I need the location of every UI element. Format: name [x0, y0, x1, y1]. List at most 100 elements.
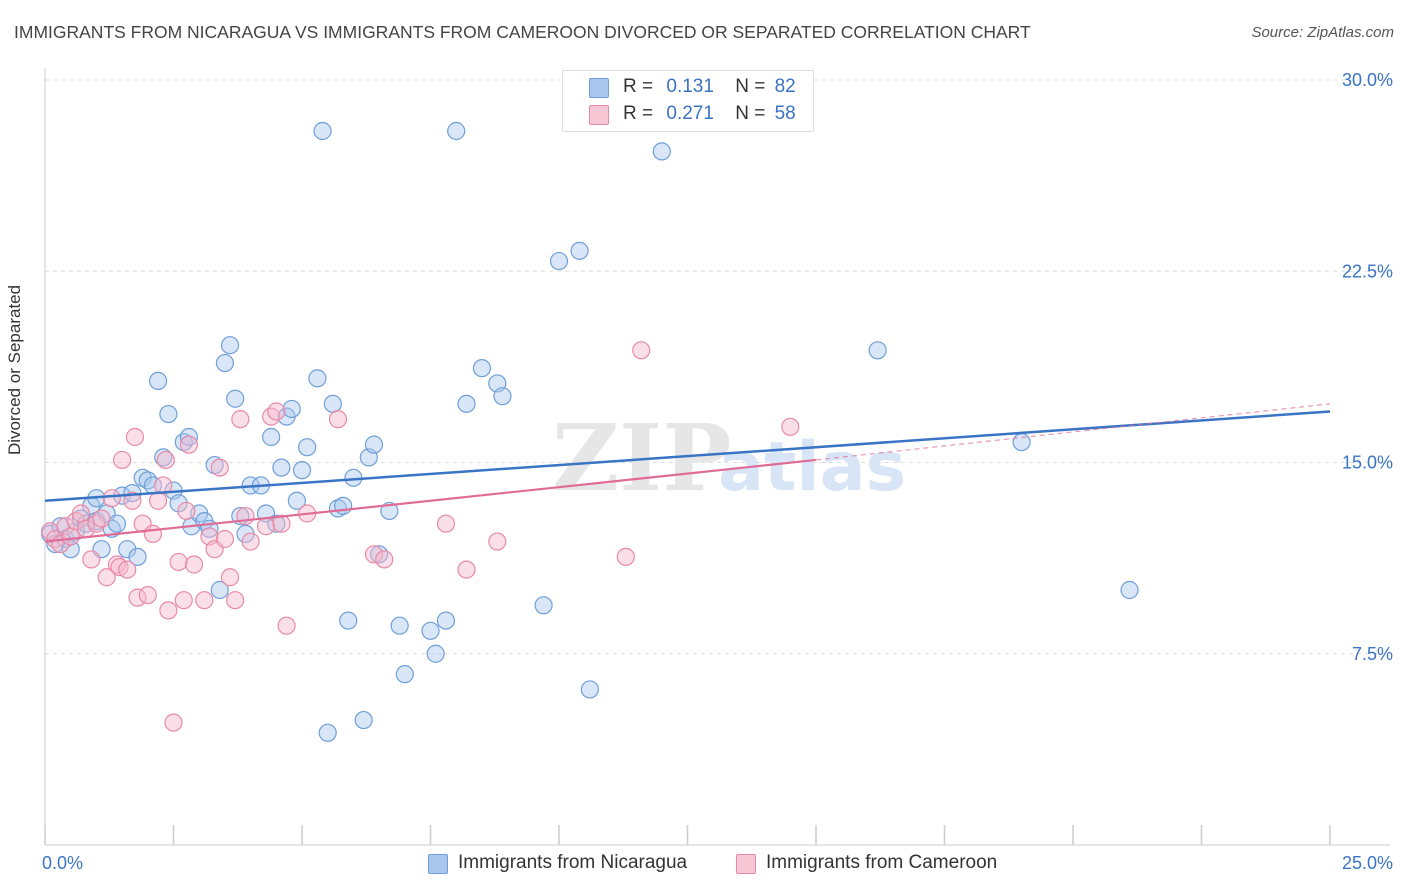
data-point [87, 514, 106, 533]
legend-text: R = 0.271 N = 58 [623, 103, 796, 125]
data-point [154, 476, 173, 495]
data-point [82, 550, 101, 569]
data-point [298, 438, 317, 457]
data-point [169, 552, 188, 572]
data-point [220, 336, 240, 355]
data-point [277, 616, 296, 635]
bottom-legend-label: Immigrants from Cameroon [766, 852, 998, 873]
data-point [133, 468, 152, 487]
trend-lines [44, 403, 1331, 543]
legend-text: R = 0.131 N = 82 [623, 76, 796, 98]
data-point [256, 517, 276, 536]
data-point [267, 402, 286, 421]
data-point [215, 353, 234, 373]
data-point [231, 410, 250, 429]
data-point [493, 387, 512, 406]
data-point [174, 433, 193, 452]
data-point [436, 514, 456, 533]
data-point [210, 580, 229, 600]
bottom-legend-swatch-blue [428, 854, 448, 874]
grid-lines [45, 79, 1390, 655]
y-tick-label: 15.0% [1342, 453, 1393, 473]
data-point [313, 121, 332, 141]
r-value: 0.131 [666, 76, 714, 97]
data-point [308, 369, 327, 388]
watermark-zip: ZIP [552, 404, 731, 512]
data-point [580, 680, 599, 699]
n-value: 82 [774, 76, 796, 97]
data-point [123, 491, 142, 510]
data-point [570, 241, 589, 260]
data-point [272, 458, 291, 477]
legend-swatch-pink [589, 105, 609, 125]
data-point [92, 509, 111, 528]
trend-line-cameroon [44, 458, 817, 543]
data-point [781, 417, 800, 436]
y-tick-label: 7.5% [1352, 644, 1393, 664]
data-point [436, 611, 456, 630]
data-point [354, 710, 373, 730]
data-point [179, 427, 199, 447]
data-point [184, 555, 204, 574]
data-point [272, 514, 291, 533]
data-point [159, 601, 178, 620]
data-point [195, 591, 214, 610]
data-point [292, 461, 312, 480]
data-point [370, 545, 389, 564]
x-tick-label: 25.0% [1342, 853, 1393, 873]
n-value: 58 [774, 103, 796, 124]
data-point [328, 410, 348, 429]
data-point [125, 427, 145, 447]
data-point [652, 142, 671, 161]
r-label: R = [623, 103, 654, 124]
x-tick-label: 0.0% [42, 853, 83, 873]
correlation-legend: R = 0.131 N = 82 R = 0.271 N = 58 [562, 70, 814, 132]
data-point [71, 504, 91, 523]
data-point [375, 550, 394, 569]
data-point [226, 389, 245, 408]
data-point [226, 591, 245, 610]
data-point [421, 621, 440, 640]
data-point [426, 644, 445, 663]
data-point [287, 491, 306, 510]
data-point [472, 359, 491, 378]
data-point [488, 532, 507, 551]
data-point [169, 494, 188, 513]
data-point [868, 341, 887, 360]
data-point [457, 560, 476, 579]
data-point [177, 501, 196, 521]
data-point [107, 555, 127, 574]
data-point [156, 450, 175, 470]
chart-title: IMMIGRANTS FROM NICARAGUA VS IMMIGRANTS … [14, 22, 1031, 42]
data-point [334, 496, 353, 515]
data-point [395, 665, 414, 684]
data-point [457, 394, 476, 413]
data-point [138, 585, 157, 605]
data-point [1120, 580, 1139, 600]
n-label: N = [735, 103, 766, 124]
data-point [143, 524, 163, 544]
data-point [282, 399, 301, 419]
data-point [102, 489, 121, 508]
data-point [128, 547, 147, 566]
data-point [328, 499, 348, 518]
bottom-legend-swatch-pink [736, 854, 756, 874]
data-point [549, 251, 569, 271]
data-point [534, 596, 553, 615]
data-point [1012, 433, 1031, 452]
data-point [159, 404, 178, 424]
r-label: R = [623, 76, 654, 97]
y-tick-label: 22.5% [1342, 261, 1393, 281]
data-point [56, 517, 75, 536]
data-point [364, 545, 384, 564]
series-nicaragua-points [41, 121, 1139, 742]
data-point [364, 435, 384, 454]
data-point [318, 723, 337, 742]
data-point [262, 407, 281, 426]
y-tick-label: 30.0% [1342, 70, 1393, 90]
data-point [632, 341, 651, 360]
r-value: 0.271 [666, 103, 714, 124]
watermark: ZIP atlas [552, 404, 906, 512]
data-point [112, 450, 132, 470]
